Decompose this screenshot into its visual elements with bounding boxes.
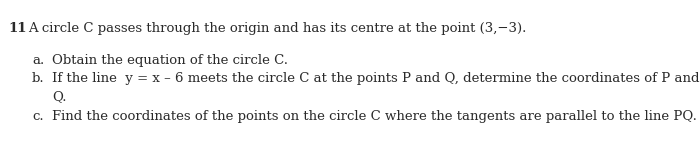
Text: Obtain the equation of the circle C.: Obtain the equation of the circle C.: [52, 54, 288, 67]
Text: b.: b.: [32, 72, 45, 85]
Text: If the line  y = x – 6 meets the circle C at the points P and Q, determine the c: If the line y = x – 6 meets the circle C…: [52, 72, 699, 85]
Text: Q.: Q.: [52, 90, 66, 103]
Text: Find the coordinates of the points on the circle C where the tangents are parall: Find the coordinates of the points on th…: [52, 110, 697, 123]
Text: A circle C passes through the origin and has its centre at the point (3,−3).: A circle C passes through the origin and…: [28, 22, 526, 35]
Text: a.: a.: [32, 54, 44, 67]
Text: c.: c.: [32, 110, 43, 123]
Text: 11: 11: [8, 22, 27, 35]
